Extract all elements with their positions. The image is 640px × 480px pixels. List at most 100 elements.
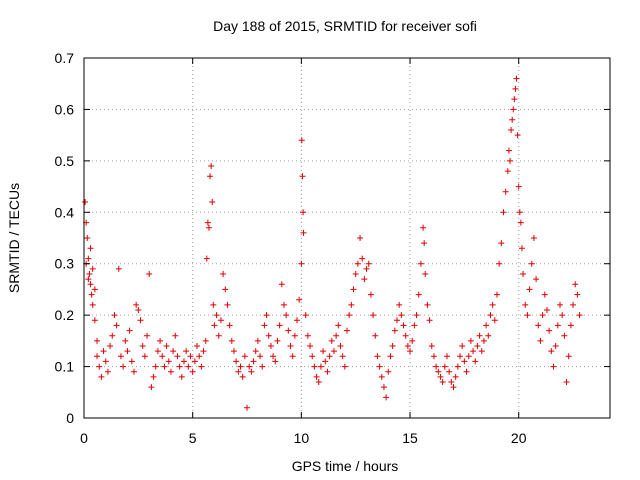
- data-point: [161, 363, 168, 370]
- data-point: [274, 337, 281, 344]
- y-tick-label: 0.3: [55, 256, 75, 272]
- data-point: [507, 157, 514, 164]
- data-point: [265, 332, 272, 339]
- data-point: [122, 337, 129, 344]
- data-point: [172, 332, 179, 339]
- data-point: [89, 265, 96, 272]
- data-point: [420, 224, 427, 231]
- y-tick-label: 0.6: [55, 101, 75, 117]
- data-point: [296, 296, 303, 303]
- data-point: [574, 291, 581, 298]
- data-point: [152, 363, 159, 370]
- data-point: [439, 379, 446, 385]
- data-point: [546, 327, 553, 334]
- data-point: [480, 337, 487, 344]
- data-point: [463, 368, 470, 375]
- data-point: [252, 348, 259, 355]
- data-point: [304, 332, 311, 339]
- data-point: [322, 358, 329, 365]
- data-point: [85, 276, 92, 283]
- data-point: [535, 322, 542, 329]
- data-point: [210, 301, 217, 308]
- data-point: [376, 363, 383, 370]
- data-point: [246, 363, 253, 370]
- data-point: [489, 301, 496, 308]
- data-point: [98, 373, 105, 380]
- data-point: [139, 343, 146, 349]
- data-point: [537, 337, 544, 344]
- data-point: [91, 317, 98, 324]
- data-point: [270, 353, 277, 360]
- data-point: [180, 358, 187, 365]
- data-point: [244, 404, 251, 411]
- data-point: [204, 219, 211, 226]
- data-point: [198, 363, 205, 370]
- y-tick-label: 0.1: [55, 359, 75, 375]
- data-point: [350, 286, 357, 293]
- data-point: [516, 209, 523, 216]
- data-point: [370, 312, 377, 319]
- x-axis-label: GPS time / hours: [292, 458, 399, 474]
- data-point: [124, 348, 131, 355]
- data-point: [330, 348, 337, 355]
- data-point: [565, 353, 572, 360]
- data-point: [257, 353, 264, 360]
- data-point: [407, 348, 414, 355]
- data-point: [515, 183, 522, 190]
- data-point: [200, 348, 207, 355]
- data-point: [470, 348, 477, 355]
- data-point: [417, 260, 424, 267]
- data-point: [348, 301, 355, 308]
- x-tick-label: 10: [294, 430, 310, 446]
- data-point: [185, 363, 192, 370]
- data-point: [248, 368, 255, 375]
- data-point: [222, 286, 229, 293]
- data-point: [250, 358, 257, 365]
- data-point: [196, 353, 203, 360]
- data-point: [283, 312, 290, 319]
- data-point: [572, 281, 579, 288]
- data-point: [372, 332, 379, 339]
- data-point: [443, 353, 450, 360]
- data-point: [163, 343, 170, 349]
- data-point: [524, 312, 531, 319]
- data-point: [133, 301, 140, 308]
- data-point: [324, 368, 331, 375]
- data-point: [552, 343, 559, 349]
- data-point: [261, 322, 268, 329]
- data-point: [111, 312, 118, 319]
- data-point: [430, 353, 437, 360]
- data-point: [533, 276, 540, 283]
- data-point: [267, 343, 274, 349]
- data-point: [354, 260, 361, 267]
- x-tick-label: 15: [402, 430, 418, 446]
- data-point: [189, 368, 196, 375]
- chart-title: Day 188 of 2015, SRMTID for receiver sof…: [213, 18, 477, 34]
- y-tick-label: 0: [66, 410, 74, 426]
- data-point: [393, 317, 400, 324]
- data-point: [302, 312, 309, 319]
- data-point: [415, 291, 422, 298]
- data-point: [557, 301, 564, 308]
- data-point: [518, 245, 525, 252]
- data-point: [167, 368, 174, 375]
- data-point: [317, 363, 324, 370]
- data-point: [230, 348, 237, 355]
- data-point: [339, 353, 346, 360]
- data-point: [287, 343, 294, 349]
- data-point: [217, 317, 224, 324]
- data-point: [510, 106, 517, 113]
- data-point: [294, 317, 301, 324]
- data-point: [307, 343, 314, 349]
- x-tick-label: 5: [189, 430, 197, 446]
- data-point: [452, 373, 459, 380]
- data-point: [109, 332, 116, 339]
- data-point: [493, 291, 500, 298]
- data-point: [378, 373, 385, 380]
- data-point: [563, 379, 570, 385]
- data-point: [126, 327, 133, 334]
- data-point: [107, 343, 114, 349]
- data-point: [402, 332, 409, 339]
- data-point: [150, 373, 157, 380]
- axis-ticks: [83, 57, 610, 419]
